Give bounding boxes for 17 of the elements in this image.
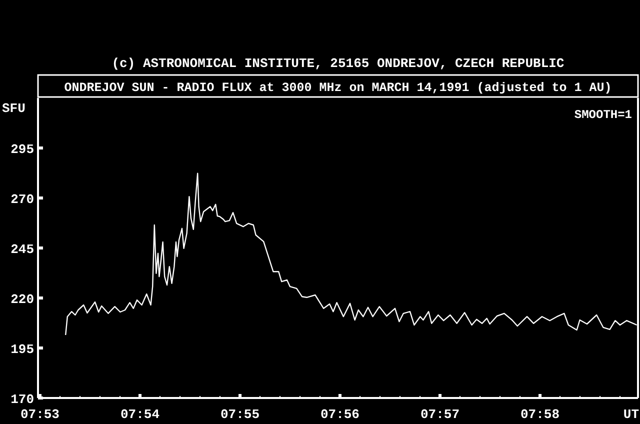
y-tick-label: 245 <box>10 242 34 257</box>
y-tick-label: 170 <box>10 392 34 407</box>
x-tick-label: 07:57 <box>420 407 460 422</box>
chart-title: (c) ASTRONOMICAL INSTITUTE, 25165 ONDREJOV, CZECH REPUBLIC <box>112 56 564 71</box>
y-tick-label: 220 <box>10 292 34 307</box>
annotation: SMOOTH=1 <box>574 108 632 122</box>
x-axis-title: UT <box>623 407 640 422</box>
x-tick-label: 07:53 <box>20 407 60 422</box>
x-tick-label: 07:58 <box>520 407 560 422</box>
chart-subtitle: ONDREJOV SUN - RADIO FLUX at 3000 MHz on MARCH 14,1991 (adjusted to 1 AU) <box>64 81 612 95</box>
y-tick-label: 270 <box>10 192 34 207</box>
x-tick-label: 07:54 <box>120 407 160 422</box>
y-axis-title: SFU <box>2 101 26 116</box>
y-tick-label: 295 <box>10 142 34 157</box>
y-tick-label: 195 <box>10 342 34 357</box>
x-tick-label: 07:56 <box>320 407 360 422</box>
x-tick-label: 07:55 <box>220 407 260 422</box>
